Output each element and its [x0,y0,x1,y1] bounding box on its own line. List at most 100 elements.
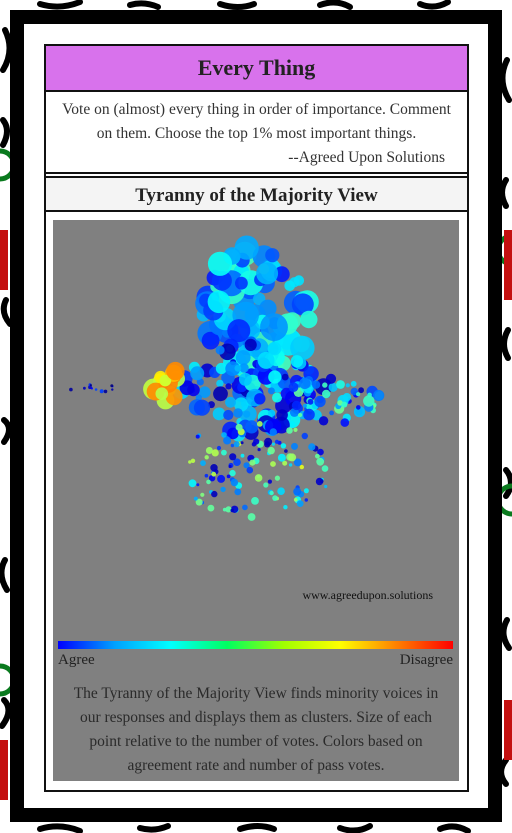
cluster-point [296,500,304,507]
cluster-point [284,280,295,292]
cluster-point [83,386,86,390]
cluster-point [213,386,228,402]
cluster-point [233,458,241,466]
cluster-point [280,443,287,449]
intro: Vote on (almost) every thing in order of… [46,92,467,174]
watermark: www.agreedupon.solutions [302,588,433,602]
cluster-point [283,505,288,510]
cluster-point [267,409,276,417]
cluster-point [274,475,280,481]
cluster-point [284,449,288,453]
cluster-point [227,319,251,343]
cluster-point [216,445,222,451]
card-title: Every Thing [46,46,467,92]
cluster-point [230,478,239,487]
cluster-point [235,423,243,431]
cluster-point [288,463,293,467]
cluster-point [200,492,205,497]
cluster-point [220,486,226,493]
cluster-point [324,484,328,489]
cluster-point [217,474,226,483]
cluster-point [159,374,172,387]
cluster-point [267,341,282,356]
cluster-point [204,455,209,460]
cluster-point [211,270,232,291]
cluster-point [257,448,261,452]
cluster-point [264,437,273,446]
cluster-point [215,362,227,375]
cluster-point [230,508,234,513]
cluster-point [303,408,315,421]
cluster-point [223,409,234,421]
cluster-point [242,504,248,511]
cluster-point [321,465,329,472]
cluster-point [246,466,254,474]
cluster-point [240,453,245,458]
cluster-point [293,275,305,286]
cluster-point [356,405,361,410]
cluster-point [259,299,277,317]
cluster-point [227,427,239,440]
cluster-point [235,350,251,365]
cluster-point [243,462,250,469]
cluster-point [207,504,215,512]
cluster-plot [69,235,385,521]
cluster-point [225,383,232,390]
cluster-point [303,488,309,494]
cluster-point [322,389,331,399]
cluster-point [314,395,326,408]
cluster-point [363,395,375,407]
cluster-point [208,475,216,482]
cluster-point [247,513,256,521]
cluster-point [257,351,275,369]
cluster-point [110,384,114,388]
cluster-point [249,459,256,466]
cluster-point [94,388,98,391]
cluster-point [270,461,276,467]
cluster-point [291,442,298,450]
cluster-point [267,387,275,395]
cluster-point [271,442,275,446]
cluster-point [212,407,226,421]
cluster-point [293,498,298,502]
cluster-point [155,387,169,400]
legend-low: Agree [58,652,95,668]
cluster-point [234,235,259,260]
cluster-point [239,363,249,373]
cluster-point [211,471,217,477]
cluster-point [291,400,302,411]
cluster-point [290,335,315,361]
cluster-point [201,331,220,350]
cluster-point [216,379,224,388]
cluster-point [316,457,325,466]
cluster-point [268,370,282,384]
cluster-point [281,373,289,381]
description: The Tyranny of the Majority View finds m… [73,685,439,774]
intro-text: Vote on (almost) every thing in order of… [62,101,451,142]
cluster-point [254,474,263,482]
cluster-point [336,380,345,389]
cluster-point [269,428,277,436]
cluster-point [293,458,302,467]
cluster-point [291,293,314,316]
cluster-point [276,409,288,421]
cluster-point [233,408,243,418]
cluster-point [193,399,211,416]
cluster-point [215,345,225,355]
cluster-point [286,427,293,434]
cluster-point [288,453,297,462]
cluster-point [223,436,232,445]
cluster-point [299,464,304,470]
cluster-point [293,487,302,496]
cluster-point [358,387,364,394]
cluster-point [325,373,337,384]
cluster-point [301,432,308,440]
cluster-point [342,393,352,402]
cluster-point [225,506,232,513]
cluster-point [272,392,282,403]
cluster-point [312,380,321,389]
cluster-point [290,355,304,368]
cluster-point [269,490,274,496]
cluster-point [315,477,324,486]
